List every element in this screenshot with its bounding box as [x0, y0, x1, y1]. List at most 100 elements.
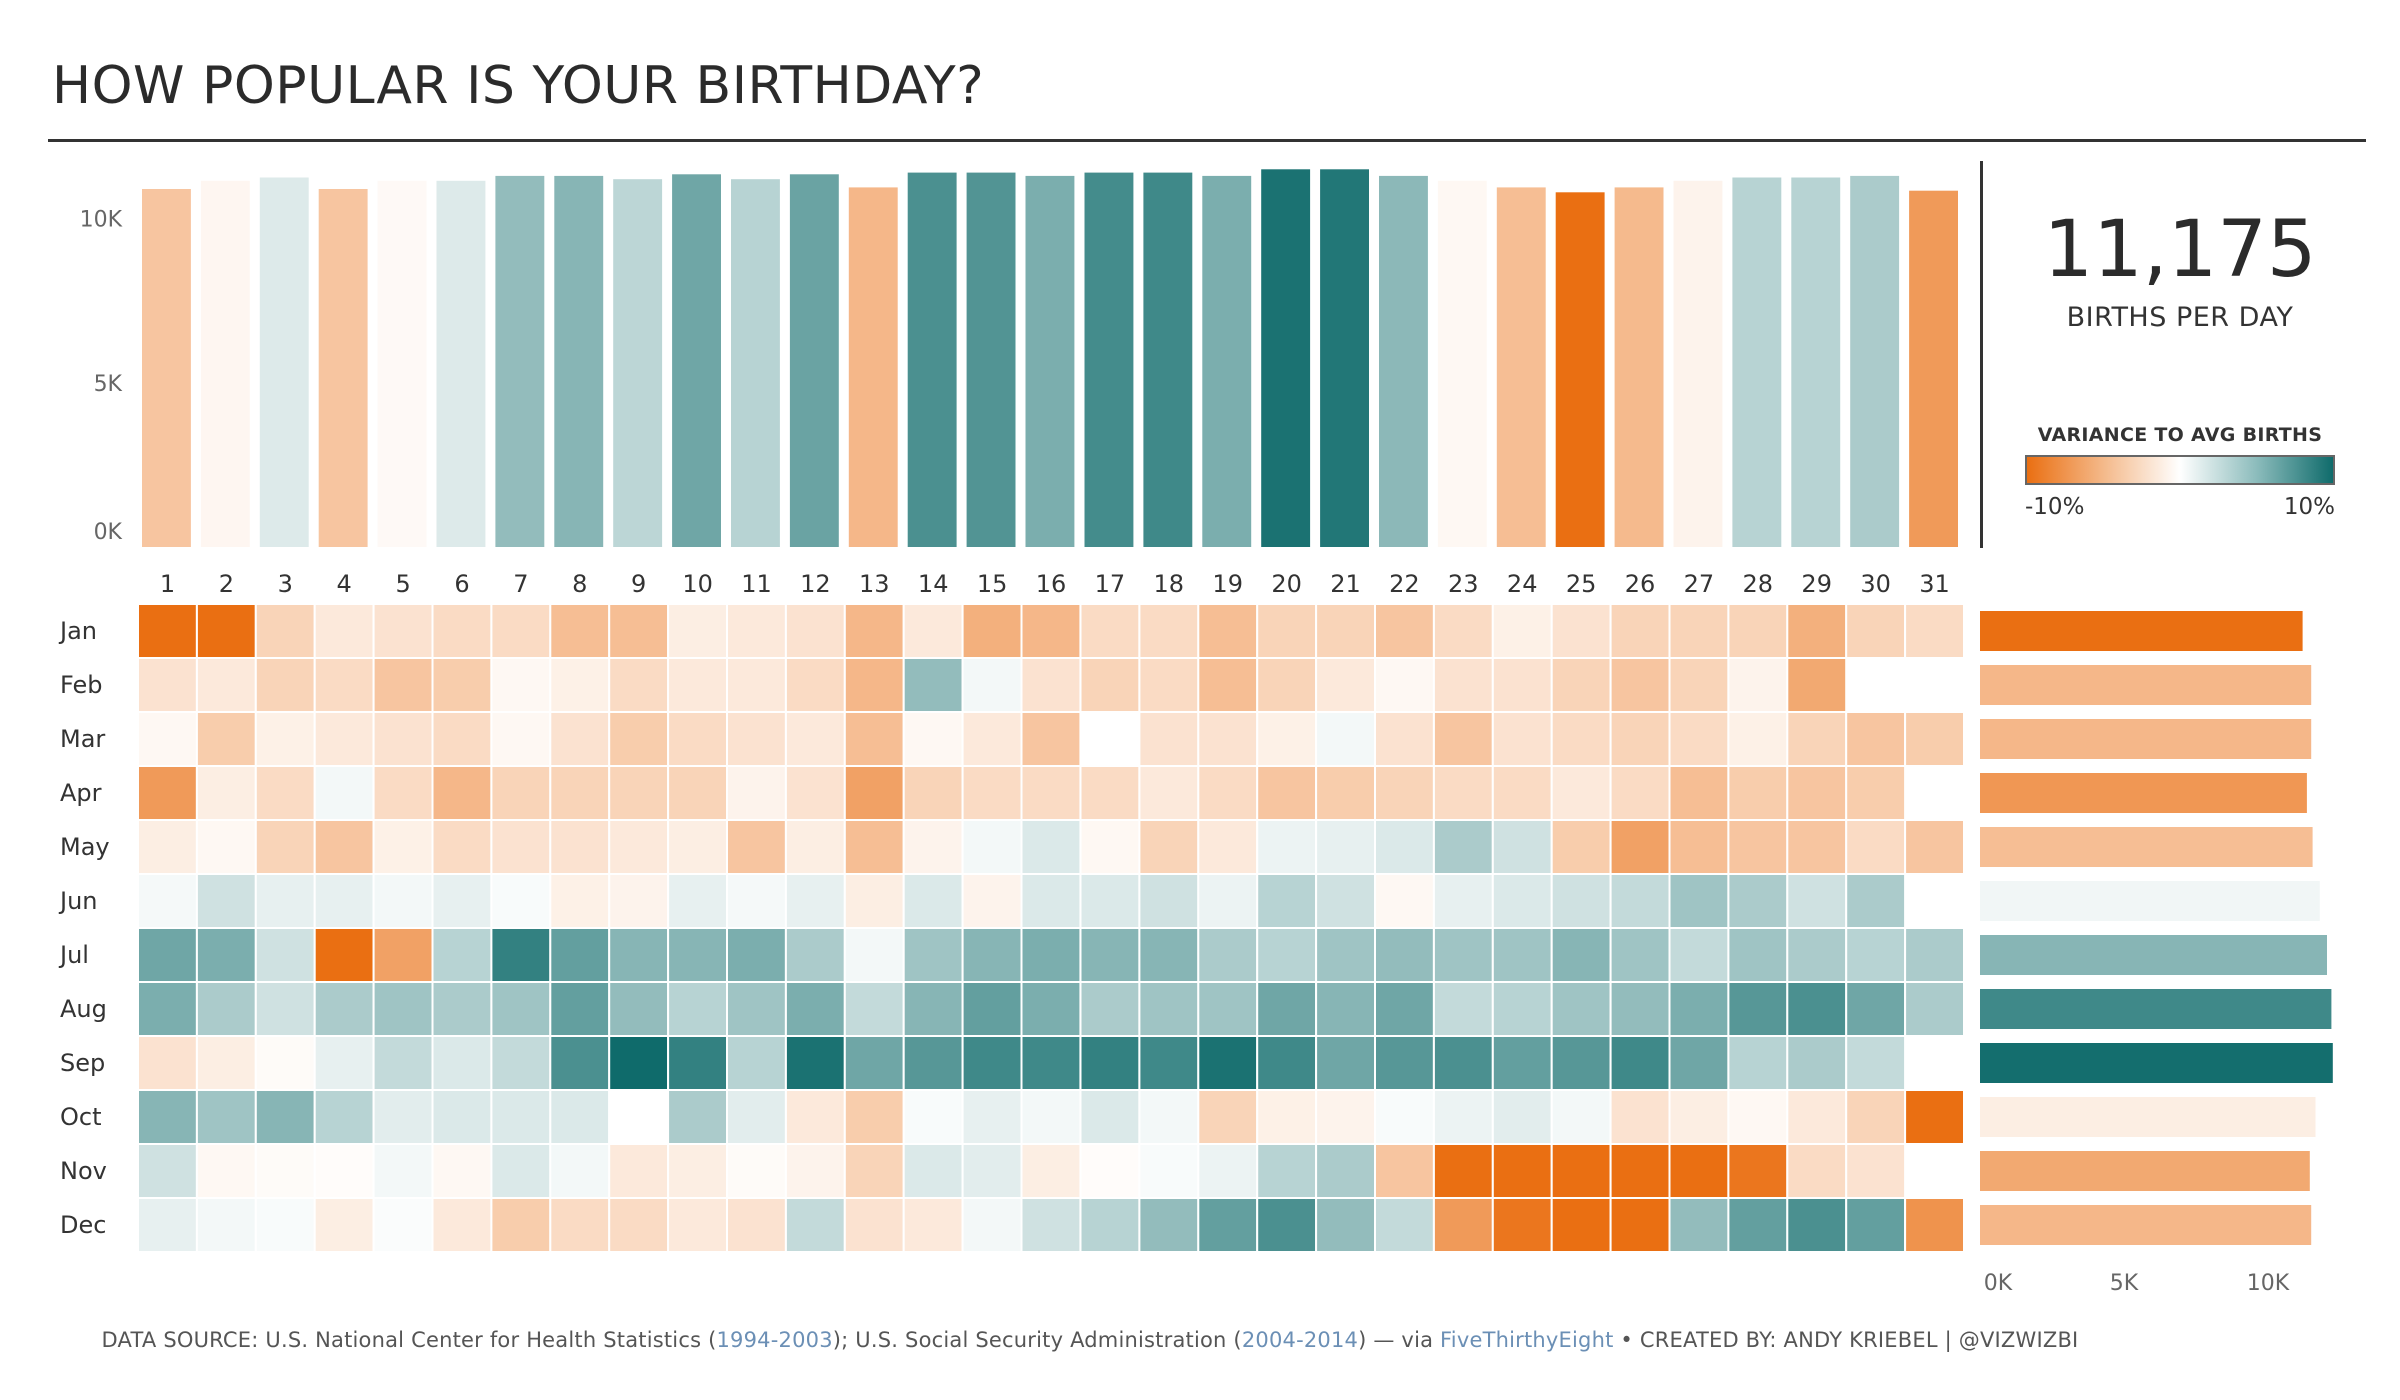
heat-cell-jan-11[interactable] [726, 603, 787, 659]
day-bar-23[interactable] [1437, 180, 1487, 548]
heat-cell-sep-18[interactable] [1138, 1035, 1200, 1091]
heat-cell-jan-20[interactable] [1256, 603, 1318, 659]
heat-cell-dec-20[interactable] [1256, 1197, 1318, 1253]
heat-cell-aug-25[interactable] [1550, 981, 1612, 1037]
heat-cell-may-31[interactable] [1904, 819, 1965, 875]
heat-cell-jan-28[interactable] [1727, 603, 1789, 659]
heat-cell-mar-22[interactable] [1374, 711, 1435, 767]
heat-cell-jun-20[interactable] [1256, 873, 1318, 929]
heat-cell-feb-16[interactable] [1020, 657, 1082, 713]
heat-cell-dec-8[interactable] [549, 1197, 611, 1253]
heat-cell-jun-28[interactable] [1727, 873, 1789, 929]
heat-cell-aug-24[interactable] [1491, 981, 1553, 1037]
heat-cell-mar-21[interactable] [1315, 711, 1376, 767]
heat-cell-jul-11[interactable] [726, 927, 787, 983]
heat-cell-jan-12[interactable] [784, 603, 846, 659]
heat-cell-jun-22[interactable] [1374, 873, 1435, 929]
month-bar-oct[interactable] [1980, 1097, 2316, 1137]
heat-cell-apr-13[interactable] [843, 765, 905, 821]
heat-cell-sep-7[interactable] [490, 1035, 552, 1091]
day-bar-26[interactable] [1614, 187, 1664, 547]
heat-cell-jan-16[interactable] [1020, 603, 1082, 659]
heat-cell-jun-17[interactable] [1079, 873, 1141, 929]
heat-cell-oct-9[interactable] [608, 1089, 670, 1145]
heat-cell-may-30[interactable] [1845, 819, 1907, 875]
heat-cell-jun-18[interactable] [1138, 873, 1200, 929]
heat-cell-dec-4[interactable] [313, 1197, 375, 1253]
heat-cell-nov-5[interactable] [372, 1143, 434, 1199]
heat-cell-apr-30[interactable] [1845, 765, 1907, 821]
heat-cell-aug-22[interactable] [1374, 981, 1435, 1037]
heat-cell-sep-27[interactable] [1668, 1035, 1730, 1091]
heat-cell-sep-11[interactable] [726, 1035, 787, 1091]
heat-cell-feb-11[interactable] [726, 657, 787, 713]
heat-cell-mar-3[interactable] [254, 711, 316, 767]
heat-cell-feb-21[interactable] [1315, 657, 1376, 713]
heat-cell-jan-10[interactable] [667, 603, 728, 659]
heat-cell-mar-26[interactable] [1609, 711, 1671, 767]
heat-cell-mar-25[interactable] [1550, 711, 1612, 767]
heat-cell-feb-18[interactable] [1138, 657, 1200, 713]
day-bar-18[interactable] [1143, 172, 1193, 547]
heat-cell-jul-23[interactable] [1432, 927, 1494, 983]
heat-cell-dec-21[interactable] [1315, 1197, 1376, 1253]
heat-cell-jan-21[interactable] [1315, 603, 1376, 659]
heat-cell-aug-2[interactable] [195, 981, 257, 1037]
day-bar-6[interactable] [436, 180, 486, 548]
heat-cell-dec-6[interactable] [431, 1197, 493, 1253]
heat-cell-aug-29[interactable] [1786, 981, 1848, 1037]
heat-cell-jan-24[interactable] [1491, 603, 1553, 659]
heat-cell-jun-29[interactable] [1786, 873, 1848, 929]
heat-cell-feb-6[interactable] [431, 657, 493, 713]
heat-cell-nov-7[interactable] [490, 1143, 552, 1199]
heat-cell-oct-18[interactable] [1138, 1089, 1200, 1145]
heat-cell-sep-23[interactable] [1432, 1035, 1494, 1091]
heat-cell-aug-4[interactable] [313, 981, 375, 1037]
heat-cell-oct-8[interactable] [549, 1089, 611, 1145]
heat-cell-feb-9[interactable] [608, 657, 670, 713]
heat-cell-feb-19[interactable] [1197, 657, 1259, 713]
heat-cell-nov-3[interactable] [254, 1143, 316, 1199]
heat-cell-oct-27[interactable] [1668, 1089, 1730, 1145]
heat-cell-mar-14[interactable] [902, 711, 964, 767]
heat-cell-sep-21[interactable] [1315, 1035, 1376, 1091]
heat-cell-apr-21[interactable] [1315, 765, 1376, 821]
heat-cell-dec-29[interactable] [1786, 1197, 1848, 1253]
heat-cell-jun-26[interactable] [1609, 873, 1671, 929]
heat-cell-may-3[interactable] [254, 819, 316, 875]
day-bar-9[interactable] [613, 179, 663, 547]
heat-cell-sep-4[interactable] [313, 1035, 375, 1091]
heat-cell-may-20[interactable] [1256, 819, 1318, 875]
heat-cell-may-15[interactable] [961, 819, 1023, 875]
heat-cell-oct-22[interactable] [1374, 1089, 1435, 1145]
heat-cell-feb-22[interactable] [1374, 657, 1435, 713]
heat-cell-nov-11[interactable] [726, 1143, 787, 1199]
heat-cell-sep-30[interactable] [1845, 1035, 1907, 1091]
source-link-nchs[interactable]: 1994-2003 [716, 1328, 833, 1352]
heat-cell-apr-9[interactable] [608, 765, 670, 821]
heat-cell-jul-24[interactable] [1491, 927, 1553, 983]
heat-cell-nov-2[interactable] [195, 1143, 257, 1199]
heat-cell-mar-15[interactable] [961, 711, 1023, 767]
heat-cell-feb-3[interactable] [254, 657, 316, 713]
heat-cell-sep-12[interactable] [784, 1035, 846, 1091]
heat-cell-jan-14[interactable] [902, 603, 964, 659]
heat-cell-dec-25[interactable] [1550, 1197, 1612, 1253]
heat-cell-jul-30[interactable] [1845, 927, 1907, 983]
heat-cell-oct-10[interactable] [667, 1089, 728, 1145]
heat-cell-sep-20[interactable] [1256, 1035, 1318, 1091]
heat-cell-aug-20[interactable] [1256, 981, 1318, 1037]
heat-cell-feb-29[interactable] [1786, 657, 1848, 713]
day-bar-4[interactable] [318, 189, 368, 547]
heat-cell-jul-12[interactable] [784, 927, 846, 983]
heat-cell-feb-23[interactable] [1432, 657, 1494, 713]
heat-cell-apr-7[interactable] [490, 765, 552, 821]
heat-cell-mar-9[interactable] [608, 711, 670, 767]
heat-cell-jun-15[interactable] [961, 873, 1023, 929]
heat-cell-apr-26[interactable] [1609, 765, 1671, 821]
day-bar-2[interactable] [200, 180, 250, 548]
heat-cell-feb-28[interactable] [1727, 657, 1789, 713]
heat-cell-nov-20[interactable] [1256, 1143, 1318, 1199]
month-bar-jun[interactable] [1980, 881, 2320, 921]
heat-cell-mar-1[interactable] [137, 711, 198, 767]
